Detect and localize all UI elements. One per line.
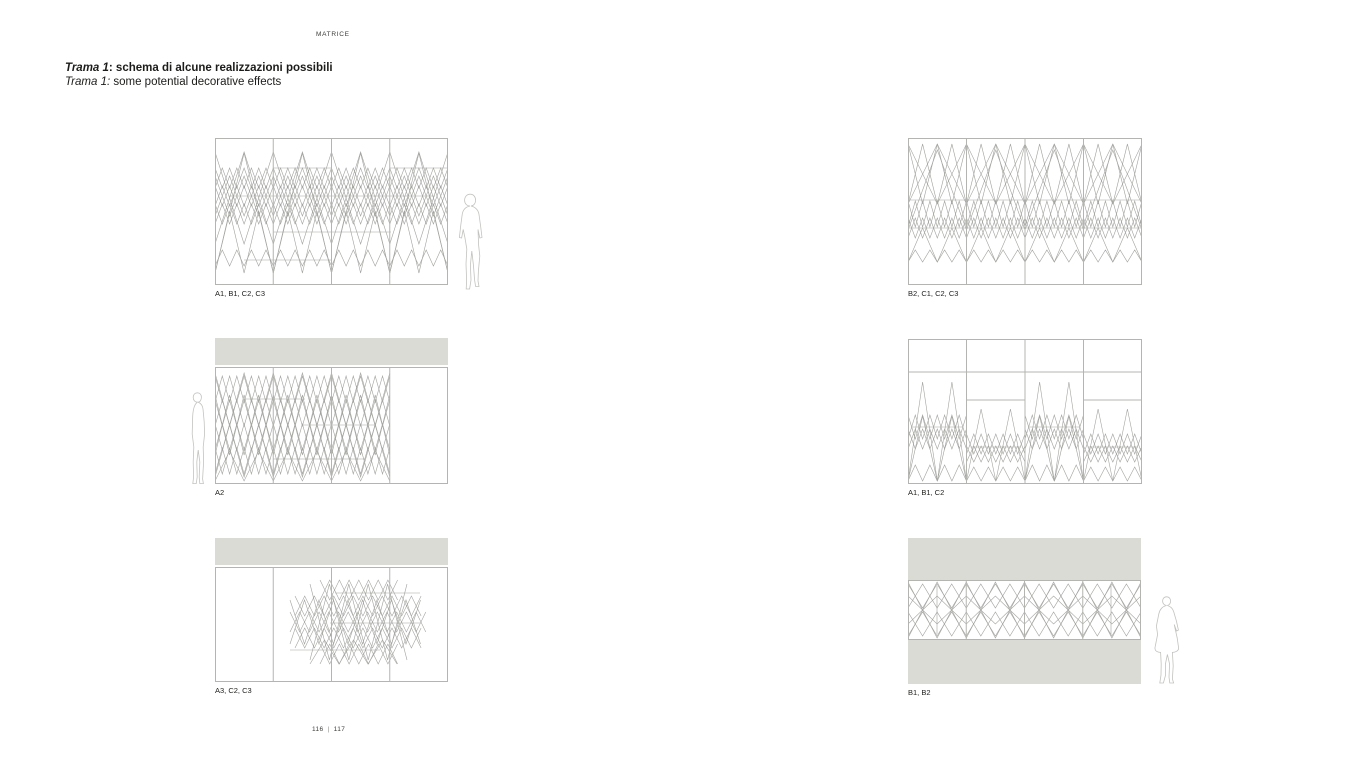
title-english: Trama 1: some potential decorative effec… — [65, 75, 333, 89]
section-header-label: MATRICE — [316, 31, 350, 38]
page-number-left: 116 — [312, 726, 324, 733]
human-scale-figure-front — [454, 193, 487, 290]
title-english-lead: Trama 1: — [65, 76, 111, 88]
title-italian-rest: : schema di alcune realizzazioni possibi… — [108, 62, 333, 74]
panel-diagram — [907, 538, 1142, 684]
panel-label: A3, C2, C3 — [215, 686, 252, 695]
panel-a2: A2 — [214, 338, 448, 497]
panel-b1-b2: B1, B2 — [907, 538, 1142, 697]
panel-diagram — [214, 138, 449, 285]
panel-label: A1, B1, C2, C3 — [215, 289, 266, 298]
panel-diagram — [215, 538, 448, 682]
title-italian-lead: Trama 1 — [65, 62, 109, 74]
page-numbers: 116 | 117 — [312, 726, 345, 733]
panel-diagram — [907, 339, 1143, 484]
panel-a3-c2-c3: A3, C2, C3 — [215, 538, 448, 695]
human-scale-figure-profile — [184, 392, 211, 485]
panel-label: B1, B2 — [908, 688, 931, 697]
panel-b2-c1-c2-c3: B2, C1, C2, C3 — [907, 138, 1143, 298]
page-number-separator: | — [327, 726, 330, 733]
panel-label: B2, C1, C2, C3 — [908, 289, 959, 298]
panel-diagram — [907, 138, 1143, 285]
human-scale-figure-coat — [1150, 596, 1184, 684]
page-number-right: 117 — [333, 726, 346, 733]
panel-a1-b1-c2: A1, B1, C2 — [907, 339, 1143, 497]
title-italian: Trama 1: schema di alcune realizzazioni … — [65, 61, 333, 75]
title-english-rest: some potential decorative effects — [110, 76, 282, 88]
panel-diagram — [214, 338, 448, 484]
panel-a1-b1-c2-c3: A1, B1, C2, C3 — [214, 138, 449, 298]
panel-label: A2 — [215, 488, 225, 497]
panel-label: A1, B1, C2 — [908, 488, 945, 497]
title-block: Trama 1: schema di alcune realizzazioni … — [65, 61, 333, 89]
